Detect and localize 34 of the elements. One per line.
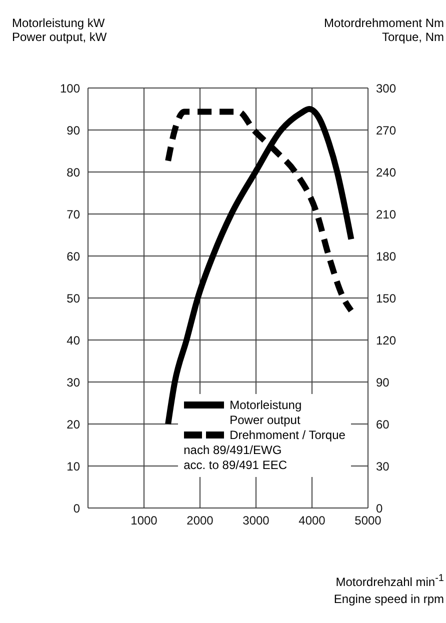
x-tick-label: 3000 — [242, 514, 270, 528]
y2-tick-label: 30 — [376, 459, 390, 474]
y-tick-label: 0 — [73, 501, 80, 516]
y2-tick-label: 240 — [376, 165, 396, 180]
y-tick-label: 40 — [66, 333, 80, 348]
legend-label: Drehmoment / Torque — [230, 428, 346, 442]
y-tick-label: 30 — [66, 375, 80, 390]
y2-axis-title: Motordrehmoment Nm Torque, Nm — [324, 16, 444, 44]
x-axis-title: Motordrehzahl min$^{-1}$ Engine speed in rpm — [334, 573, 444, 606]
y2-tick-label: 120 — [376, 333, 396, 348]
y-axis-title: Motorleistung kW Power output, kW — [12, 16, 107, 44]
y2-tick-label: 60 — [376, 417, 390, 432]
y2-tick-label: 270 — [376, 123, 396, 138]
y2-tick-label: 180 — [376, 249, 396, 264]
y-tick-label: 50 — [66, 291, 80, 306]
x-tick-label: 1000 — [130, 514, 158, 528]
y-tick-label: 90 — [66, 123, 80, 138]
y2-tick-label: 150 — [376, 291, 396, 306]
legend-label: Motorleistung Power output — [230, 398, 302, 427]
x-tick-label: 5000 — [354, 514, 382, 528]
y2-tick-label: 0 — [376, 501, 383, 516]
annotation: nach 89/491/EWG — [184, 443, 282, 457]
x-tick-label: 2000 — [186, 514, 214, 528]
y-tick-label: 60 — [66, 249, 80, 264]
y2-tick-label: 300 — [376, 81, 396, 96]
x-tick-label: 4000 — [298, 514, 326, 528]
y2-tick-label: 90 — [376, 375, 390, 390]
y-tick-label: 100 — [60, 81, 80, 96]
y-tick-label: 10 — [66, 459, 80, 474]
y2-tick-label: 210 — [376, 207, 396, 222]
y-tick-label: 20 — [66, 417, 80, 432]
annotation: acc. to 89/491 EEC — [184, 458, 287, 472]
y-tick-label: 80 — [66, 165, 80, 180]
y-tick-label: 70 — [66, 207, 80, 222]
